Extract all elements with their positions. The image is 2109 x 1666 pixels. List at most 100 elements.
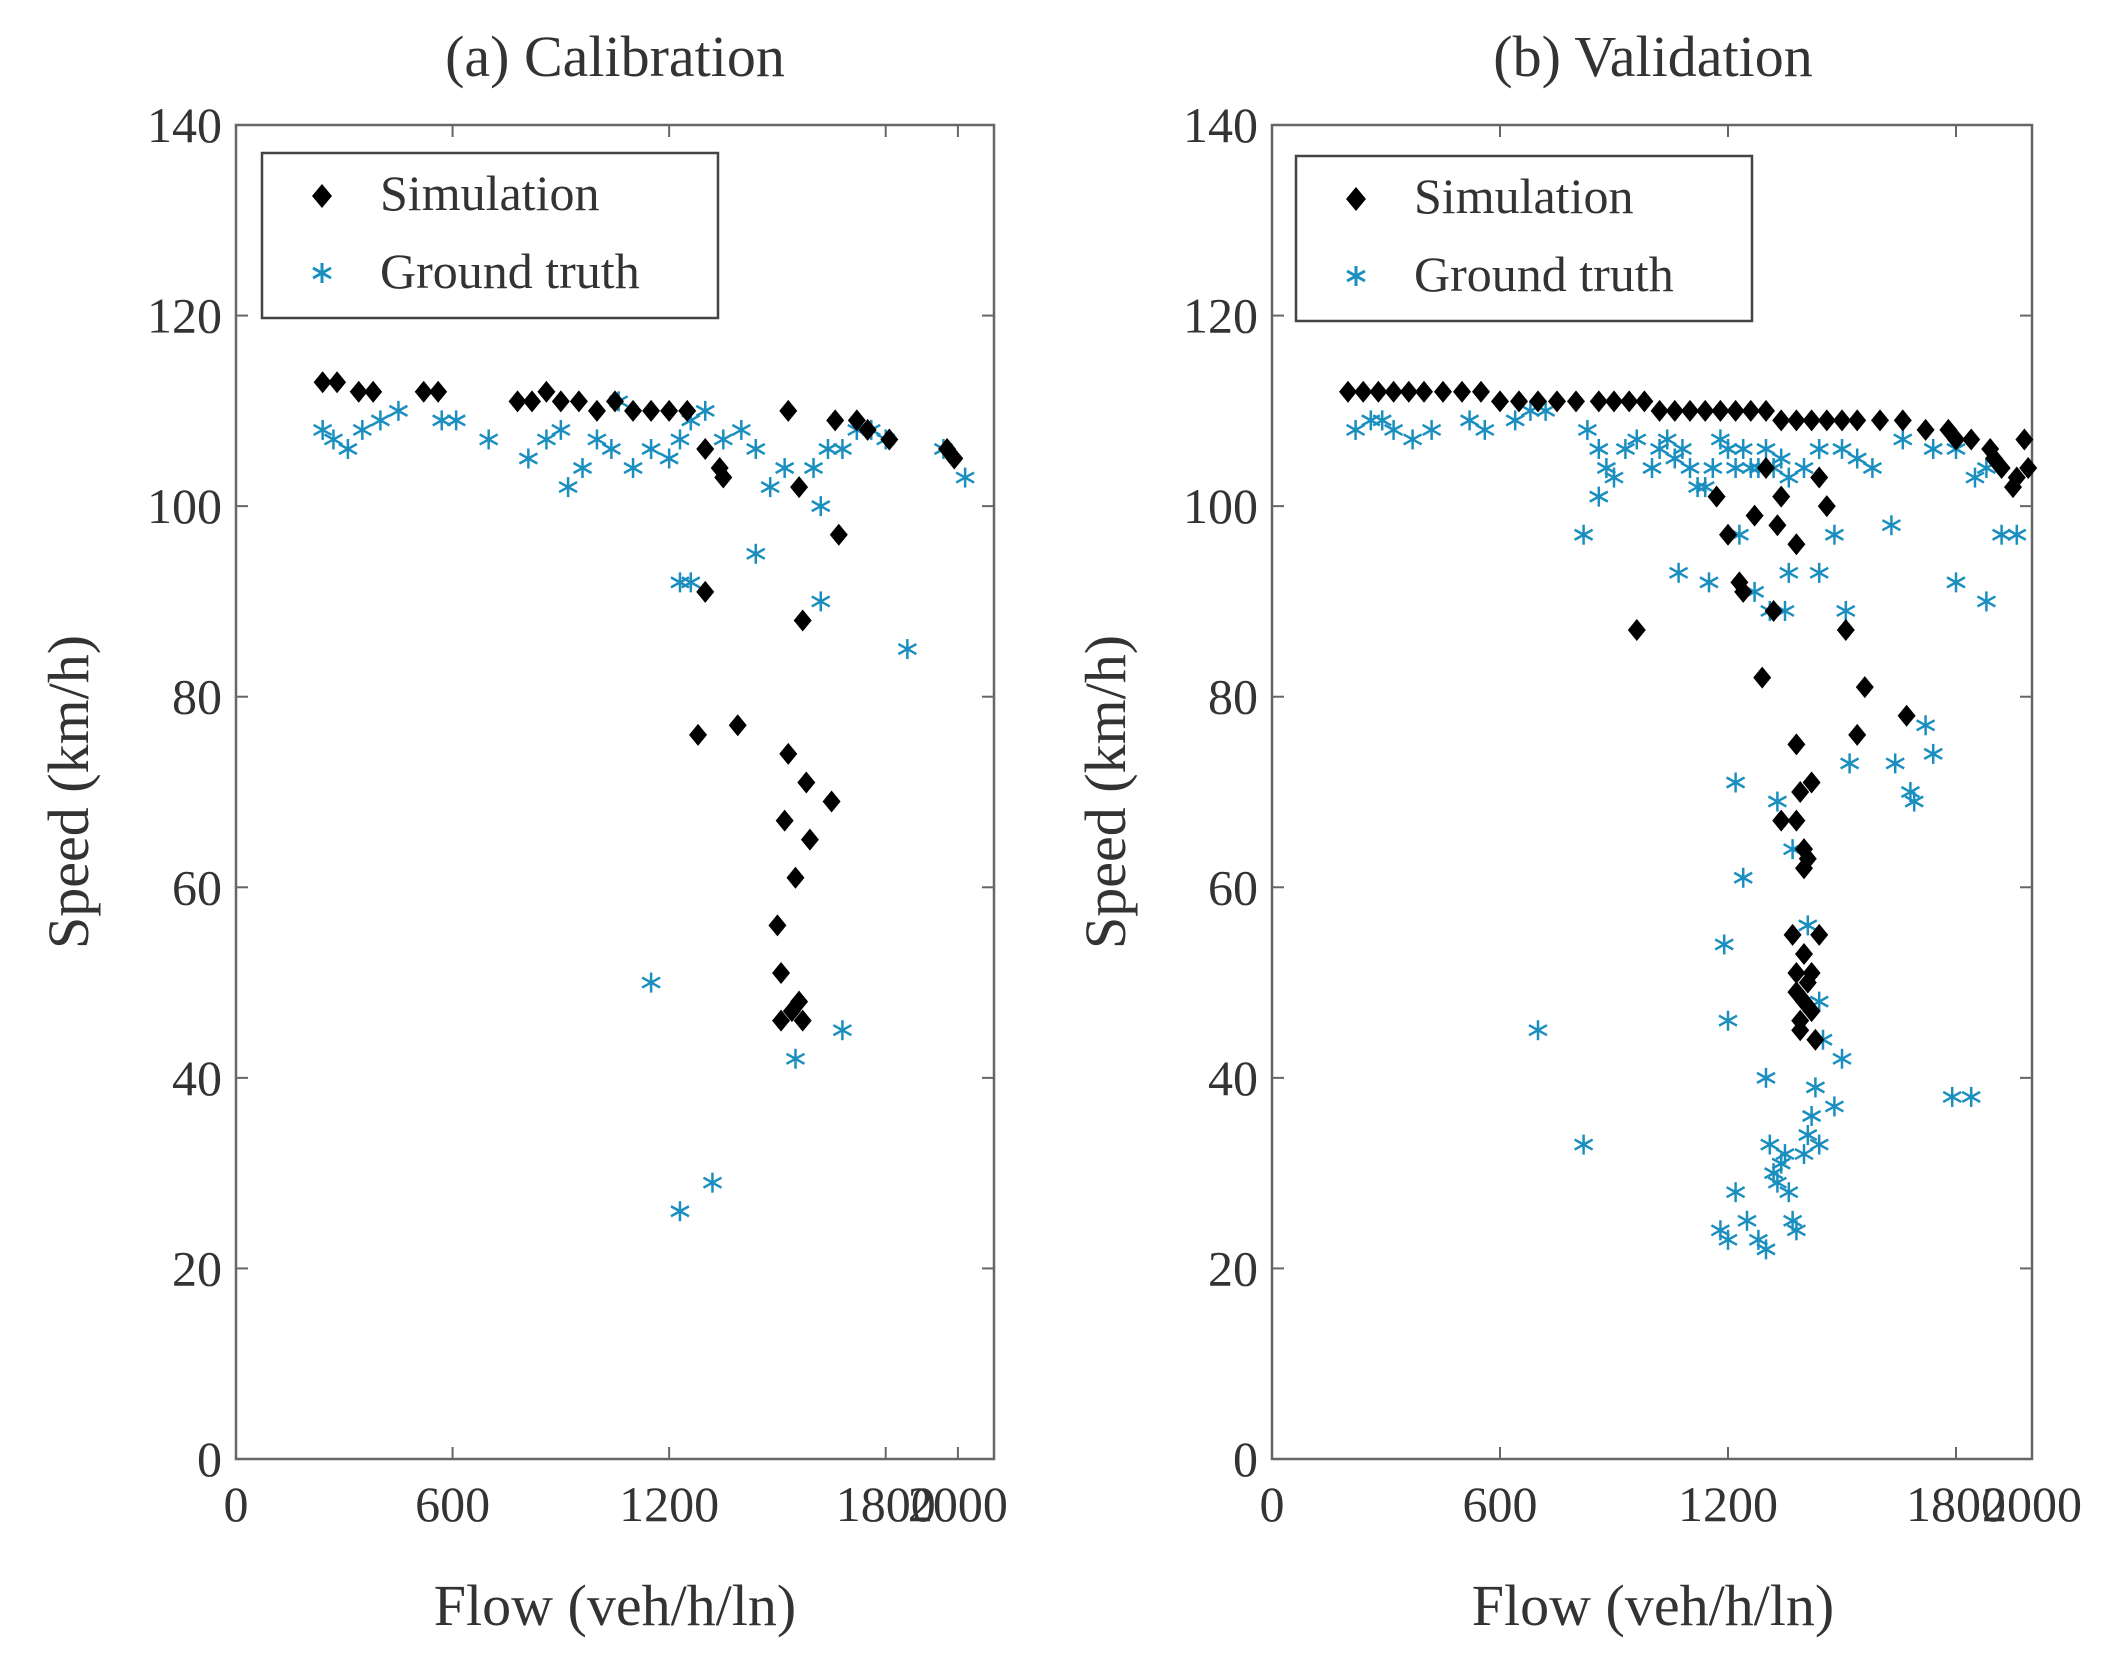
simulation-point — [1787, 409, 1806, 432]
ground-truth-point — [713, 429, 733, 450]
y-axis-label: Speed (km/h) — [36, 635, 101, 949]
x-tick-label: 1200 — [1678, 1476, 1778, 1532]
simulation-point — [1798, 847, 1817, 870]
ground-truth-point — [1923, 743, 1943, 764]
simulation-point — [945, 447, 964, 470]
simulation-point — [508, 390, 527, 413]
ground-truth-point — [1798, 1125, 1818, 1146]
ground-truth-point — [551, 419, 571, 440]
simulation-point — [328, 371, 347, 394]
ground-truth-point — [1809, 562, 1829, 583]
ground-truth-point — [1703, 458, 1723, 479]
simulation-point — [1871, 409, 1889, 432]
simulation-point — [689, 723, 708, 746]
x-axis-label: Flow (veh/h/ln) — [1472, 1573, 1834, 1638]
ground-truth-point — [1733, 867, 1753, 888]
simulation-point — [1764, 599, 1783, 622]
ground-truth-point — [352, 419, 372, 440]
simulation-point — [429, 380, 448, 403]
ground-truth-point — [1475, 419, 1495, 440]
ground-truth-point — [1798, 915, 1818, 936]
simulation-point — [1855, 676, 1874, 699]
simulation-point — [1605, 390, 1623, 413]
panel-validation: (b) Validation 0 20 40 60 80 100 120 140 0 600 120… — [1073, 24, 2082, 1638]
simulation-point — [1848, 409, 1867, 432]
simulation-point — [1848, 723, 1867, 746]
y-tick-label: 40 — [1208, 1050, 1258, 1106]
ground-truth-point — [1657, 429, 1677, 450]
ground-truth-point — [1718, 1229, 1738, 1250]
simulation-point — [1719, 523, 1737, 546]
ground-truth-point — [1847, 448, 1867, 469]
simulation-point — [1795, 942, 1813, 965]
simulation-point — [1726, 399, 1745, 422]
simulation-point — [1734, 580, 1753, 603]
ground-truth-point — [1923, 438, 1943, 459]
ground-truth-point — [1824, 524, 1845, 545]
ground-truth-point — [659, 448, 679, 469]
simulation-point — [696, 580, 715, 603]
simulation-point — [1962, 428, 1981, 451]
ground-truth-point — [803, 458, 824, 479]
ground-truth-point — [1627, 429, 1647, 450]
chart-title: (b) Validation — [1493, 24, 1812, 89]
ground-truth-point — [1421, 419, 1442, 440]
simulation-point — [1354, 380, 1373, 403]
ground-truth-point — [1824, 1096, 1845, 1117]
simulation-point — [1791, 1019, 1810, 1042]
simulation-point — [1384, 380, 1403, 403]
ground-truth-point — [1699, 572, 1719, 593]
simulation-point — [786, 866, 805, 889]
plot-area — [1270, 123, 2034, 1461]
ground-truth-point — [746, 543, 766, 564]
y-tick-label: 20 — [172, 1240, 222, 1296]
simulation-point — [1696, 399, 1715, 422]
y-tick-label: 100 — [147, 478, 222, 534]
simulation-point — [1916, 418, 1935, 441]
ground-truth-point — [641, 438, 661, 459]
ground-truth-point — [1775, 1144, 1795, 1165]
ground-truth-point — [1756, 1239, 1776, 1260]
simulation-point — [1947, 428, 1965, 451]
legend-label-simulation: Simulation — [1414, 168, 1633, 224]
ground-truth-point — [536, 429, 557, 450]
ground-truth-point — [681, 572, 701, 593]
ground-truth-point — [1832, 1048, 1852, 1069]
simulation-point — [1399, 380, 1418, 403]
ground-truth-point — [1779, 1182, 1799, 1203]
simulation-point — [1810, 466, 1829, 489]
simulation-point — [1529, 390, 1547, 413]
ground-truth-point — [601, 438, 621, 459]
simulation-point — [1802, 962, 1821, 985]
ground-truth-point — [641, 972, 661, 993]
ground-truth-point — [1642, 458, 1662, 479]
simulation-point — [1802, 1000, 1821, 1023]
ground-truth-point — [1718, 438, 1738, 459]
simulation-point — [1836, 619, 1855, 642]
ground-truth-point — [1725, 772, 1746, 793]
simulation-point — [793, 609, 812, 632]
simulation-point — [797, 771, 816, 794]
ground-truth-point — [1801, 1105, 1822, 1126]
ground-truth-point — [1942, 1086, 1962, 1107]
simulation-point — [829, 523, 848, 546]
simulation-point — [1787, 733, 1806, 756]
simulation-point — [313, 371, 332, 394]
simulation-point — [1510, 390, 1528, 413]
simulation-point — [1548, 390, 1566, 413]
simulation-point — [349, 380, 368, 403]
x-tick-label: 600 — [1463, 1476, 1538, 1532]
legend-marker-simulation — [312, 184, 332, 208]
y-tick-label: 120 — [1183, 288, 1258, 344]
ground-truth-point — [1961, 1086, 1981, 1107]
ground-truth-point — [1836, 600, 1856, 621]
simulation-point — [606, 390, 624, 413]
simulation-point — [1567, 390, 1585, 413]
ground-truth-point — [1402, 429, 1423, 450]
y-tick-label: 140 — [1183, 97, 1258, 153]
ground-truth-point — [370, 410, 390, 431]
ground-truth-point — [1615, 438, 1636, 459]
legend-marker-simulation — [1346, 187, 1366, 211]
ground-truth-point — [1733, 438, 1753, 459]
